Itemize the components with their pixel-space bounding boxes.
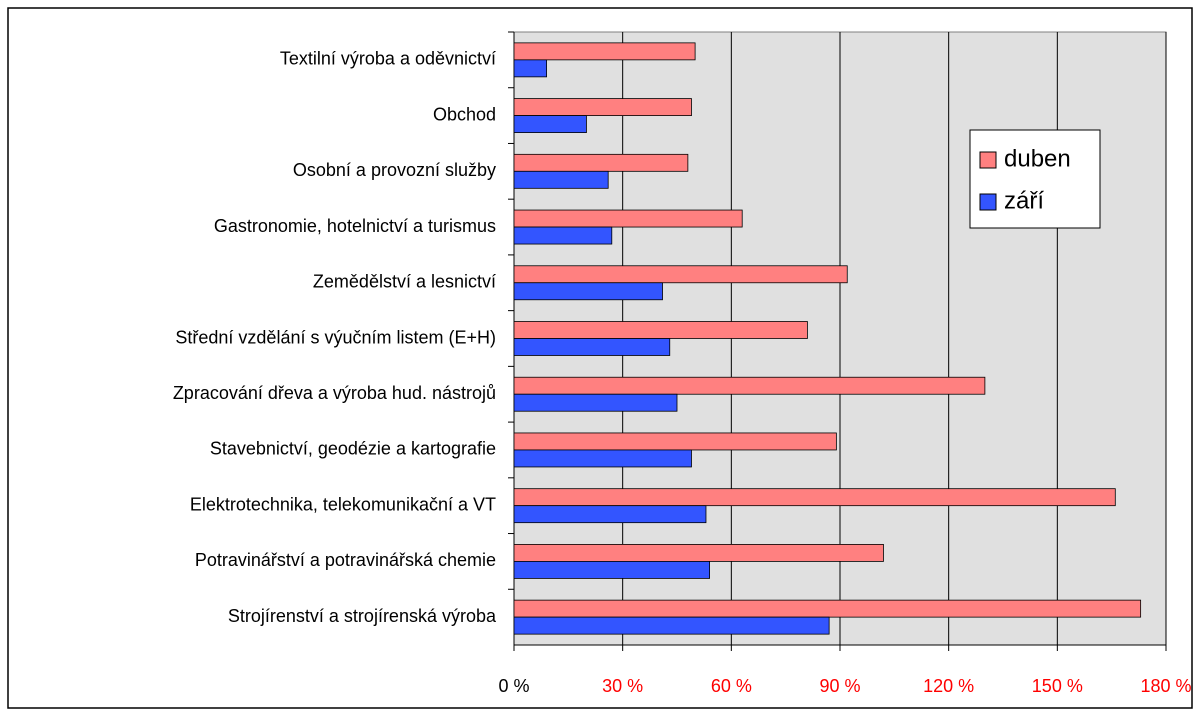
x-tick-label: 150 % bbox=[1032, 676, 1083, 696]
bar bbox=[513, 599, 1142, 618]
y-tick-label: Gastronomie, hotelnictví a turismus bbox=[214, 216, 496, 236]
bar bbox=[513, 226, 613, 245]
bar bbox=[513, 432, 837, 451]
bar bbox=[513, 393, 678, 412]
bar bbox=[513, 376, 986, 395]
bar bbox=[513, 42, 696, 61]
bar bbox=[513, 153, 689, 172]
bar bbox=[513, 59, 547, 78]
bar bbox=[513, 561, 711, 579]
y-tick-label: Zemědělství a lesnictví bbox=[313, 272, 496, 292]
x-tick-label: 30 % bbox=[602, 676, 643, 696]
y-tick-label: Strojírenství a strojírenská výroba bbox=[228, 606, 497, 626]
bar bbox=[513, 321, 808, 339]
x-tick-label: 180 % bbox=[1140, 676, 1191, 696]
legend-label: září bbox=[1004, 187, 1044, 214]
bar bbox=[513, 282, 663, 301]
bar bbox=[513, 209, 743, 228]
legend-label: duben bbox=[1004, 145, 1071, 172]
y-tick-label: Střední vzdělání s výučním listem (E+H) bbox=[175, 327, 496, 347]
y-tick-label: Obchod bbox=[433, 104, 496, 124]
bar bbox=[513, 488, 1116, 507]
x-tick-label: 90 % bbox=[819, 676, 860, 696]
y-tick-label: Elektrotechnika, telekomunikační a VT bbox=[190, 494, 496, 514]
bar bbox=[513, 616, 830, 635]
legend-swatch bbox=[979, 193, 997, 211]
bar bbox=[513, 449, 692, 468]
bar bbox=[513, 115, 587, 133]
x-tick-label: 60 % bbox=[711, 676, 752, 696]
bar bbox=[513, 338, 671, 356]
x-tick-label: 120 % bbox=[923, 676, 974, 696]
bar bbox=[513, 505, 707, 524]
bar bbox=[513, 265, 848, 284]
bar bbox=[513, 544, 884, 562]
y-tick-label: Potravinářství a potravinářská chemie bbox=[195, 550, 496, 570]
y-tick-label: Stavebnictví, geodézie a kartografie bbox=[210, 439, 496, 459]
y-tick-label: Textilní výroba a oděvnictví bbox=[280, 49, 496, 69]
y-tick-label: Zpracování dřeva a výroba hud. nástrojů bbox=[173, 383, 496, 403]
bar bbox=[513, 98, 692, 116]
legend bbox=[969, 129, 1101, 229]
y-tick-label: Osobní a provozní služby bbox=[293, 160, 496, 180]
legend-swatch bbox=[979, 151, 997, 169]
bar bbox=[513, 170, 609, 189]
x-tick-label: 0 % bbox=[498, 676, 529, 696]
